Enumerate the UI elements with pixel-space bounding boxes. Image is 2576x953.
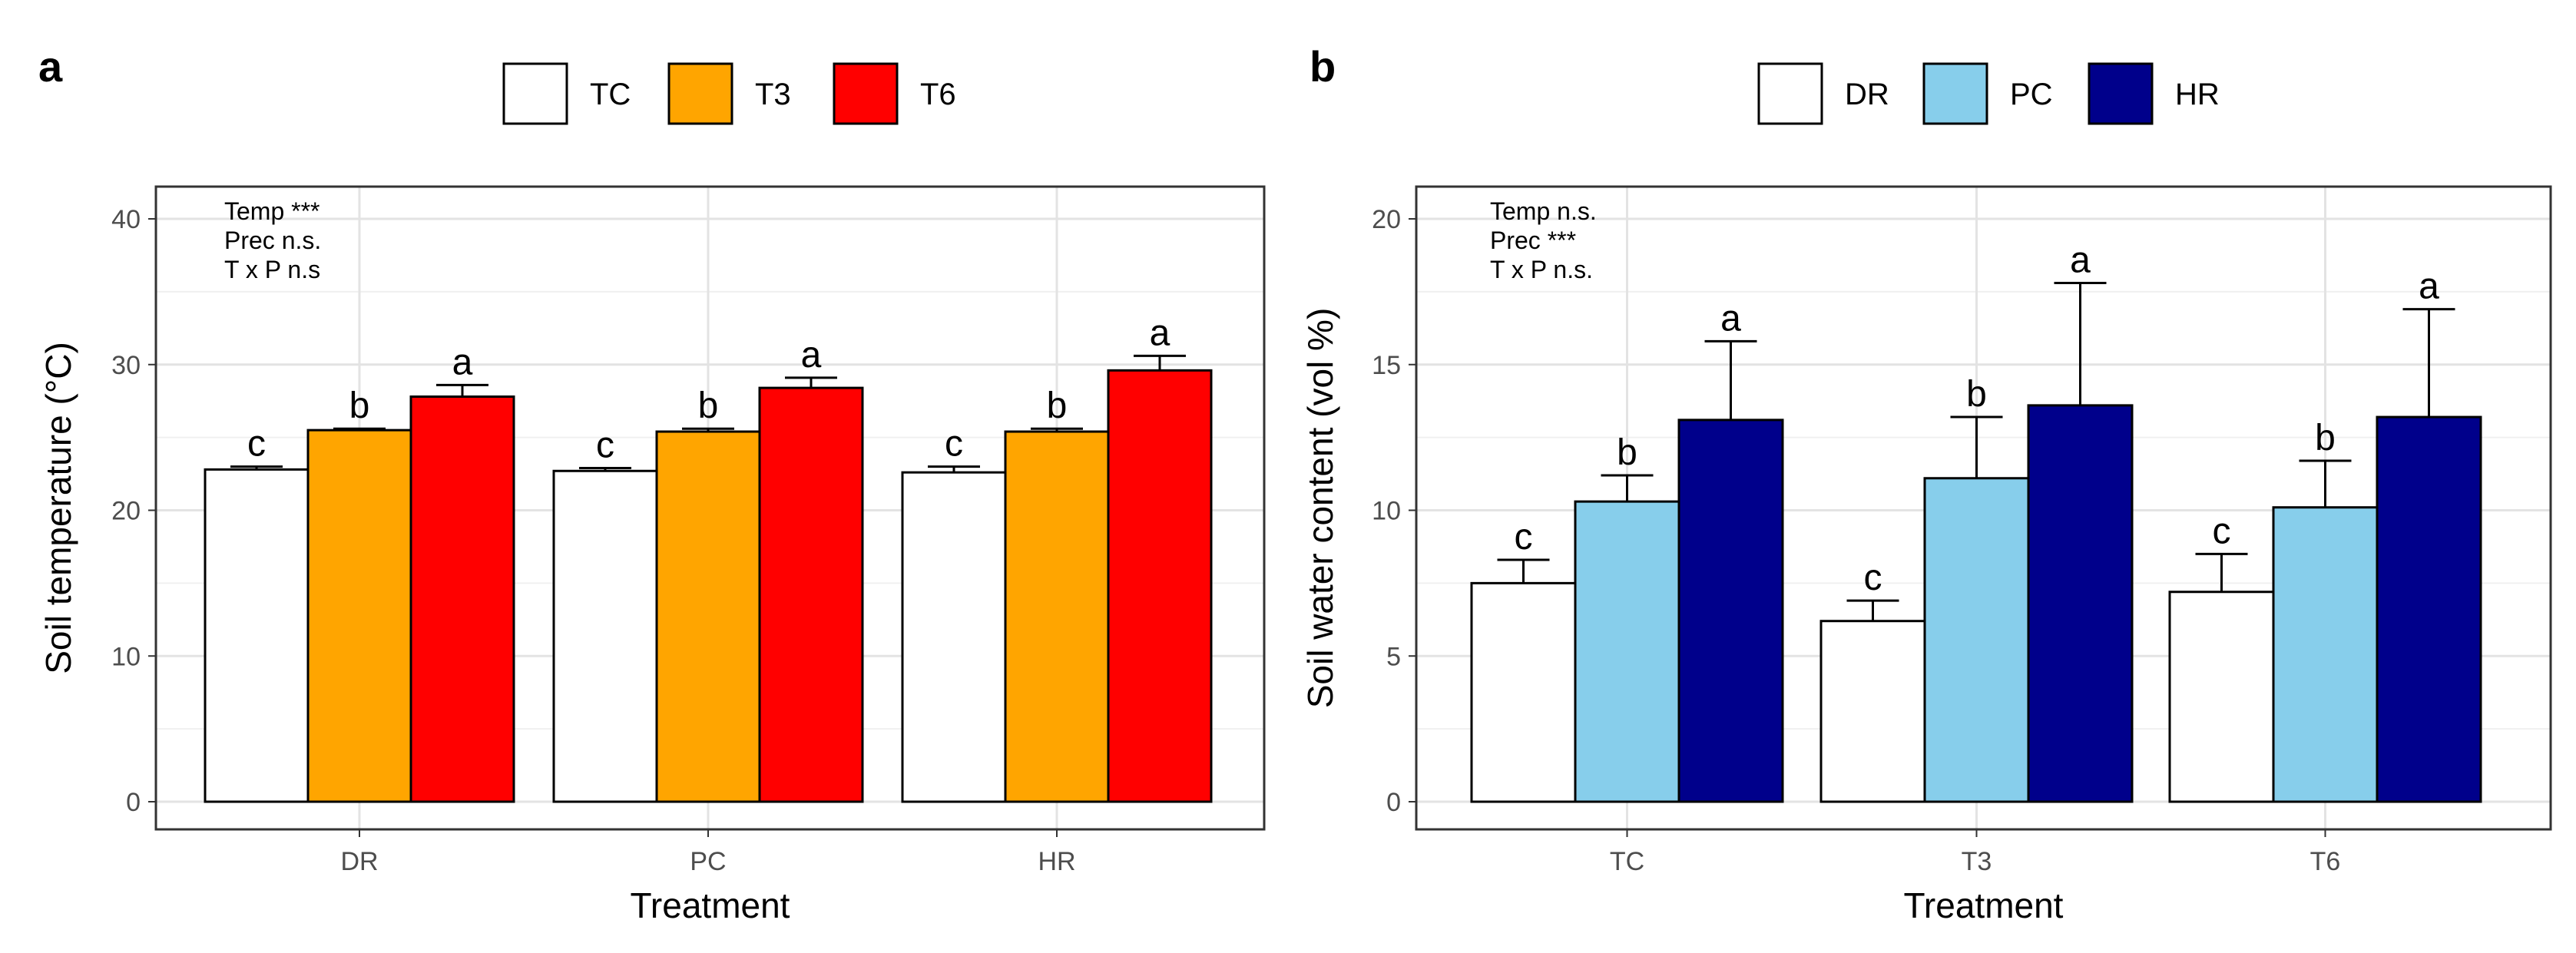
significance-letter: c <box>945 424 963 465</box>
bar <box>409 395 515 803</box>
x-axis-title: Treatment <box>631 885 790 925</box>
y-tick-label: 10 <box>111 642 141 671</box>
legend: TC T3 T6 <box>502 62 956 125</box>
significance-letter: b <box>1617 432 1637 473</box>
legend-swatch <box>502 62 568 125</box>
x-axis-title: Treatment <box>1904 885 2064 925</box>
bar <box>552 469 658 803</box>
significance-letter: c <box>596 425 614 465</box>
significance-letter: b <box>698 386 719 426</box>
bar <box>2376 415 2482 803</box>
y-axis-title: Soil water content (vol %) <box>1300 308 1340 709</box>
bar <box>1923 477 2030 803</box>
stat-annotation: T x P n.s. <box>1490 256 1593 283</box>
legend-label: T6 <box>920 78 956 111</box>
significance-letter: b <box>1047 386 1068 426</box>
stat-annotation: Prec *** <box>1490 227 1576 254</box>
legend-label: T3 <box>755 78 791 111</box>
stat-annotation: Temp n.s. <box>1490 197 1597 225</box>
x-tick-label: T6 <box>2310 847 2341 876</box>
legend-label: TC <box>590 78 631 111</box>
significance-letter: a <box>452 342 473 382</box>
significance-letter: c <box>2213 511 2231 551</box>
legend-label: DR <box>1845 78 1889 111</box>
significance-letter: c <box>247 424 266 465</box>
y-tick-label: 20 <box>1372 205 1401 234</box>
y-tick-label: 10 <box>1372 497 1401 526</box>
panel-letter: b <box>1310 42 1336 91</box>
x-tick-label: HR <box>1038 847 1075 876</box>
bar <box>2027 404 2134 803</box>
legend-swatch <box>1922 62 1988 125</box>
significance-letter: a <box>1150 313 1170 353</box>
y-tick-label: 15 <box>1372 351 1401 380</box>
y-tick-label: 0 <box>126 788 141 817</box>
significance-letter: a <box>2419 266 2439 307</box>
y-tick-label: 40 <box>111 205 141 234</box>
bar <box>1107 369 1213 803</box>
significance-letter: c <box>1864 558 1882 598</box>
plot-border <box>154 185 1266 831</box>
legend-label: PC <box>2010 78 2053 111</box>
stat-annotation: T x P n.s <box>224 256 320 283</box>
bar <box>901 471 1007 803</box>
x-tick-label: TC <box>1610 847 1644 876</box>
stat-annotation: Prec n.s. <box>224 227 321 254</box>
bar <box>1677 419 1784 803</box>
legend: DR PC HR <box>1757 62 2220 125</box>
bar <box>1470 581 1577 803</box>
bar <box>1819 620 1926 803</box>
legend-label: HR <box>2175 78 2220 111</box>
legend-swatch <box>2088 62 2154 125</box>
bar <box>1574 500 1680 803</box>
significance-letter: a <box>801 335 822 376</box>
panel-b: b 0 5 10 15 20 c b a c b a c b a TC T3 T6 Treatment Soil wa… <box>1300 42 2552 925</box>
stat-annotation: Temp *** <box>224 197 320 225</box>
significance-letter: b <box>2315 418 2336 458</box>
bar <box>655 430 761 803</box>
x-tick-label: T3 <box>1962 847 1992 876</box>
significance-letter: c <box>1515 517 1533 558</box>
y-tick-label: 20 <box>111 497 141 526</box>
significance-letter: b <box>1966 374 1987 415</box>
plot-border <box>1415 185 2552 831</box>
significance-letter: a <box>2070 240 2091 280</box>
bar <box>2168 591 2275 803</box>
legend-swatch <box>833 62 899 125</box>
panel-a: a 0 10 20 30 40 c b a c b a c b a DR PC HR Treatment Soil t… <box>38 42 1266 925</box>
x-tick-label: PC <box>690 847 726 876</box>
bar <box>1004 430 1110 803</box>
bar <box>758 386 864 803</box>
bar <box>2272 506 2379 803</box>
bar <box>204 468 310 803</box>
bar <box>306 429 412 803</box>
y-tick-label: 30 <box>111 351 141 380</box>
y-tick-label: 5 <box>1386 642 1401 671</box>
panel-letter: a <box>38 42 63 91</box>
significance-letter: a <box>1720 298 1741 339</box>
y-axis-title: Soil temperature (°C) <box>38 342 78 674</box>
y-tick-label: 0 <box>1386 788 1401 817</box>
legend-swatch <box>667 62 733 125</box>
legend-swatch <box>1757 62 1823 125</box>
significance-letter: b <box>349 386 370 426</box>
x-tick-label: DR <box>340 847 378 876</box>
